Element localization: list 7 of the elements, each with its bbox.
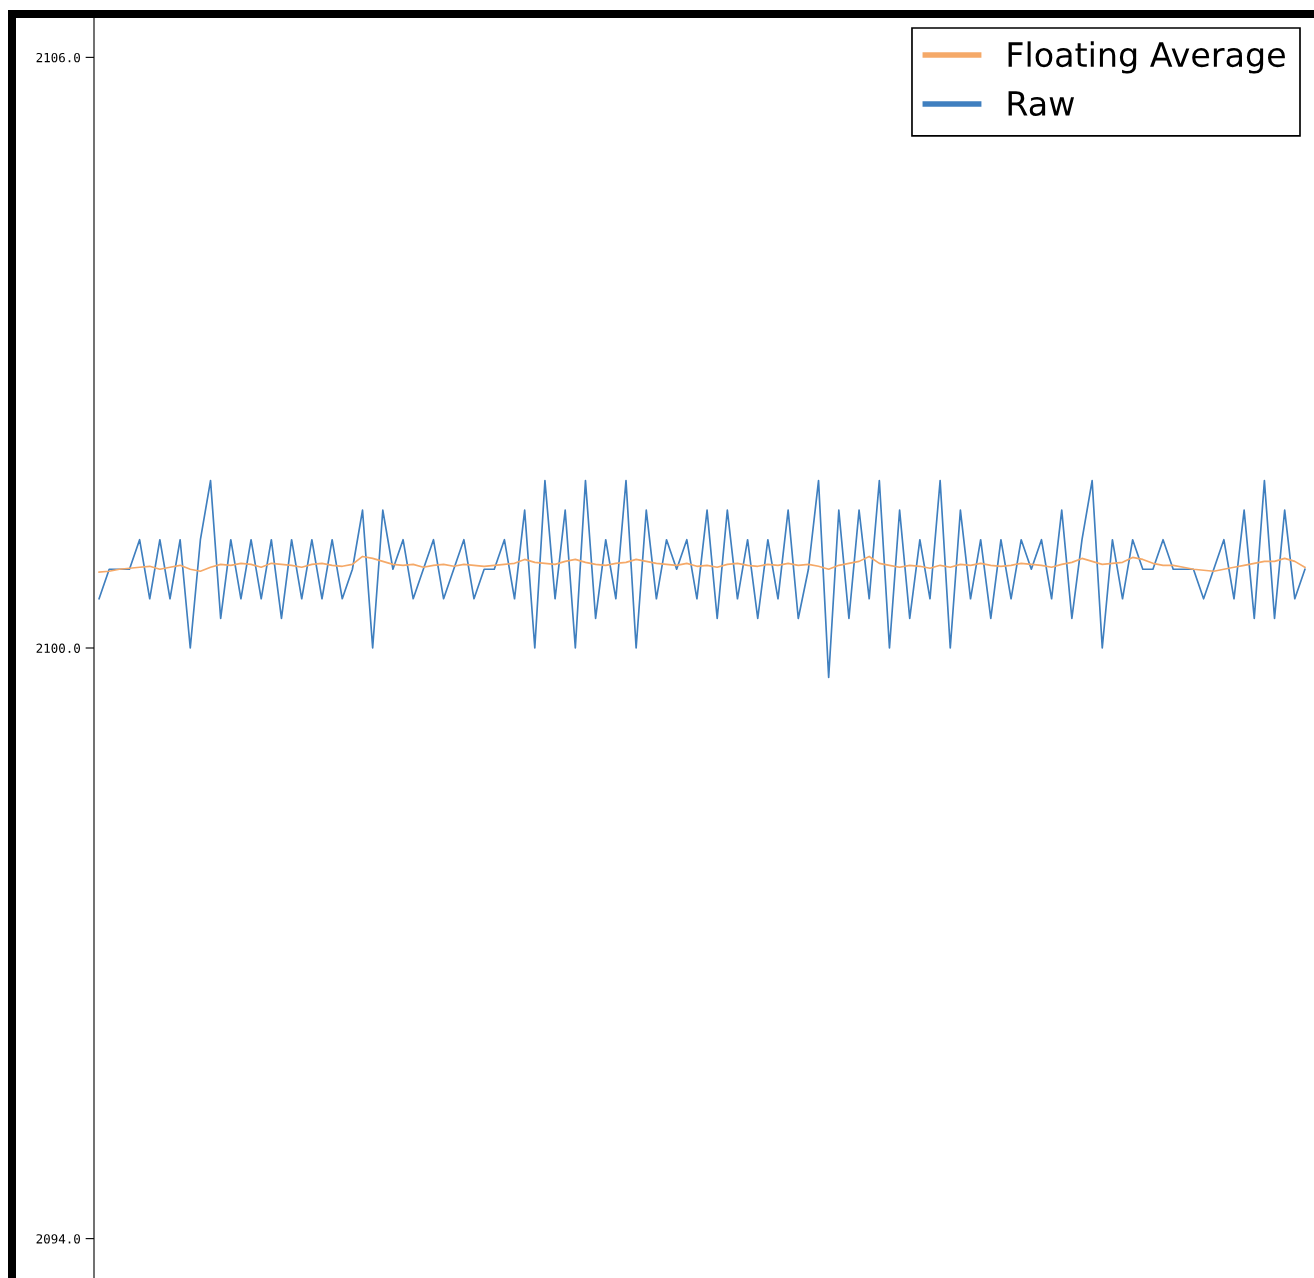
line-series xyxy=(98,479,1306,679)
y-tick-label: 2094.0 xyxy=(36,1234,80,1244)
line-series xyxy=(98,555,1306,574)
y-tick-label: 2100.0 xyxy=(36,643,80,653)
y-tick-label: 2106.0 xyxy=(36,52,80,63)
legend-label: Raw xyxy=(1008,91,1075,117)
legend-label: Floating Average xyxy=(1008,41,1285,74)
